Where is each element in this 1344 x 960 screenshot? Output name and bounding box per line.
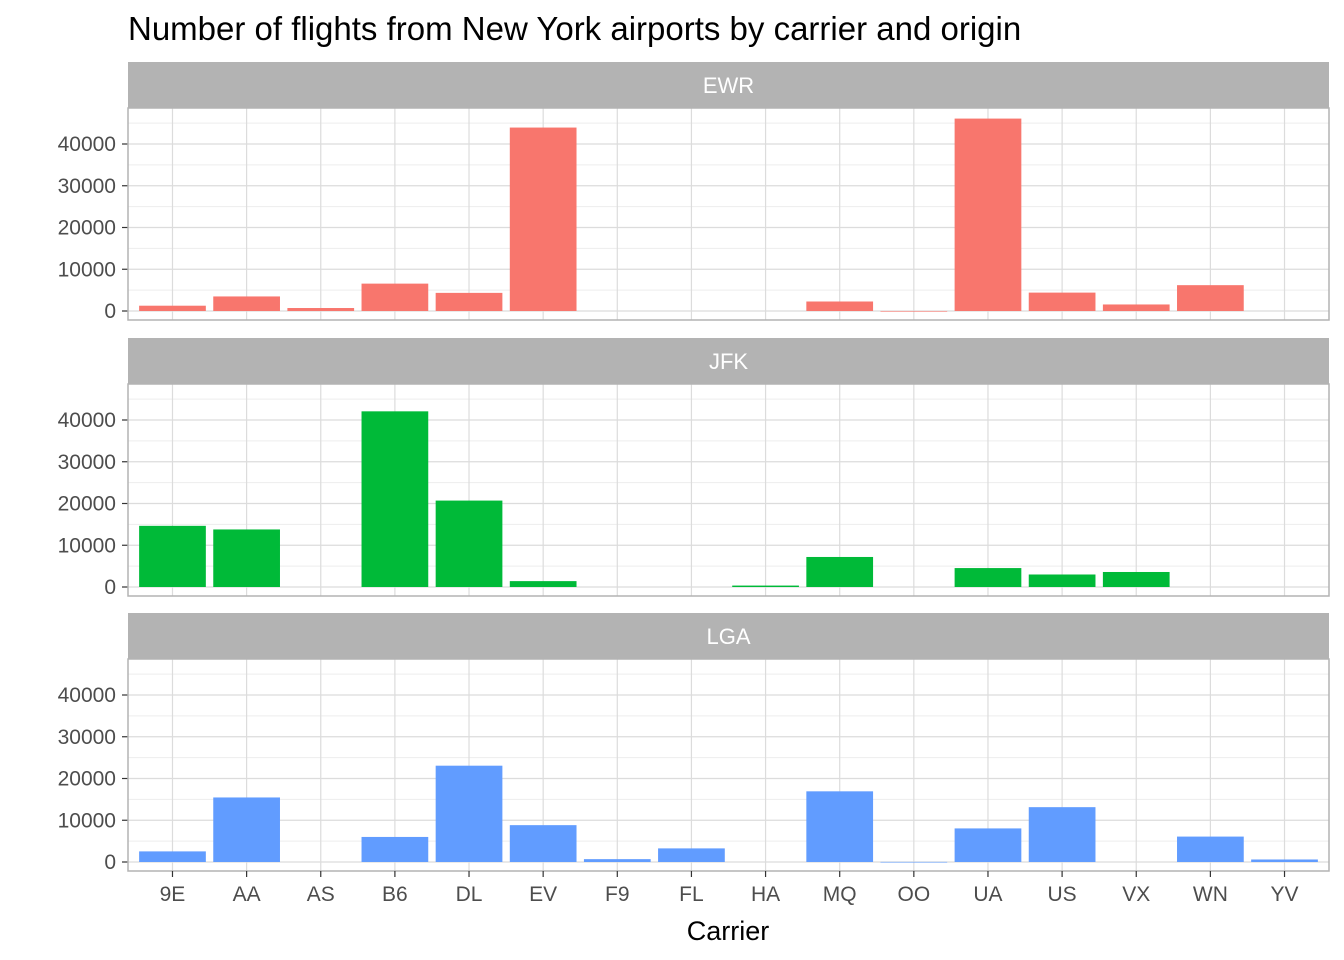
y-tick-label: 10000 bbox=[58, 258, 116, 281]
bar-lga-fl bbox=[658, 848, 725, 862]
bar-jfk-b6 bbox=[361, 411, 429, 587]
panel-background bbox=[128, 659, 1329, 871]
y-tick-label: 20000 bbox=[58, 768, 116, 791]
bar-ewr-9e bbox=[139, 305, 206, 311]
y-tick-label: 30000 bbox=[58, 175, 116, 198]
bar-ewr-vx bbox=[1102, 304, 1170, 311]
y-tick-label: 0 bbox=[104, 300, 116, 323]
facet-strip-label: EWR bbox=[703, 73, 754, 98]
y-tick-label: 20000 bbox=[58, 217, 116, 240]
y-tick-label: 40000 bbox=[58, 409, 116, 432]
x-tick-label: AS bbox=[307, 883, 335, 906]
bar-jfk-aa bbox=[213, 529, 280, 587]
bar-ewr-mq bbox=[806, 301, 874, 311]
panel-border bbox=[127, 107, 1330, 321]
bar-jfk-ha bbox=[732, 585, 799, 587]
bar-ewr-dl bbox=[435, 292, 503, 311]
bar-ewr-us bbox=[1028, 292, 1096, 311]
bar-lga-9e bbox=[139, 851, 206, 862]
y-tick-label: 30000 bbox=[58, 451, 116, 474]
y-tick-label: 40000 bbox=[58, 684, 116, 707]
bar-lga-dl bbox=[435, 765, 503, 862]
y-tick-label: 10000 bbox=[58, 534, 116, 557]
facet-strip-label: JFK bbox=[709, 349, 748, 374]
bar-lga-aa bbox=[213, 797, 280, 862]
panel-background bbox=[128, 384, 1329, 596]
x-axis-tick-labels: 9E AA AS B6 DL EV F9 FL HA MQ OO UA US VX WN YV bbox=[160, 871, 1299, 906]
bar-lga-ua bbox=[954, 828, 1022, 862]
y-tick-label: 10000 bbox=[58, 809, 116, 832]
bar-ewr-oo bbox=[880, 310, 948, 312]
panel-ewr: EWR 0 10000 20000 30000 40000 bbox=[58, 62, 1330, 323]
panel-jfk: JFK 0 10000 20000 30000 40000 bbox=[58, 338, 1330, 599]
bar-jfk-ua bbox=[954, 568, 1022, 587]
y-tick-label: 0 bbox=[104, 851, 116, 874]
y-tick-label: 0 bbox=[104, 576, 116, 599]
x-tick-label: YV bbox=[1271, 883, 1299, 906]
bar-ewr-aa bbox=[213, 296, 280, 311]
bar-lga-f9 bbox=[583, 859, 651, 862]
bar-jfk-us bbox=[1028, 574, 1096, 587]
x-tick-label: EV bbox=[529, 883, 557, 906]
bar-ewr-as bbox=[287, 308, 355, 311]
panel-border bbox=[127, 658, 1330, 872]
bar-jfk-9e bbox=[139, 525, 206, 587]
x-tick-label: OO bbox=[898, 883, 931, 906]
x-tick-label: AA bbox=[233, 883, 261, 906]
panel-lga: LGA 0 10000 20000 30000 40000 bbox=[58, 613, 1330, 874]
x-tick-label: F9 bbox=[605, 883, 630, 906]
bar-jfk-ev bbox=[509, 581, 577, 587]
panel-background bbox=[128, 108, 1329, 320]
panel-border bbox=[127, 383, 1330, 597]
chart-title: Number of flights from New York airports… bbox=[128, 10, 1021, 47]
bar-lga-us bbox=[1028, 807, 1096, 862]
y-tick-label: 40000 bbox=[58, 133, 116, 156]
bar-lga-wn bbox=[1177, 836, 1244, 862]
bar-ewr-wn bbox=[1177, 285, 1244, 311]
facet-panels: EWR 0 10000 20000 30000 40000 JFK 0 10000 20000 30… bbox=[58, 62, 1330, 874]
bar-lga-ev bbox=[509, 825, 577, 862]
x-tick-label: B6 bbox=[382, 883, 408, 906]
facet-strip-label: LGA bbox=[706, 624, 750, 649]
x-tick-label: WN bbox=[1193, 883, 1228, 906]
bar-ewr-ev bbox=[509, 127, 577, 311]
x-tick-label: US bbox=[1048, 883, 1077, 906]
bar-lga-oo bbox=[880, 861, 948, 863]
y-tick-label: 20000 bbox=[58, 493, 116, 516]
facet-strip bbox=[128, 62, 1329, 108]
x-tick-label: FL bbox=[679, 883, 704, 906]
x-tick-label: VX bbox=[1122, 883, 1150, 906]
bar-ewr-ua bbox=[954, 118, 1022, 311]
bar-ewr-b6 bbox=[361, 283, 429, 311]
x-tick-label: UA bbox=[973, 883, 1002, 906]
bar-jfk-dl bbox=[435, 500, 503, 587]
bar-lga-yv bbox=[1251, 859, 1318, 862]
x-axis-title: Carrier bbox=[687, 916, 770, 946]
bar-lga-mq bbox=[806, 791, 874, 862]
bar-jfk-vx bbox=[1102, 571, 1170, 587]
facet-strip bbox=[128, 613, 1329, 659]
bar-lga-b6 bbox=[361, 836, 429, 862]
x-tick-label: HA bbox=[751, 883, 780, 906]
x-tick-label: DL bbox=[456, 883, 483, 906]
x-tick-label: MQ bbox=[823, 883, 857, 906]
facet-strip bbox=[128, 338, 1329, 384]
y-tick-label: 30000 bbox=[58, 726, 116, 749]
x-tick-label: 9E bbox=[160, 883, 186, 906]
bar-jfk-mq bbox=[806, 556, 874, 587]
